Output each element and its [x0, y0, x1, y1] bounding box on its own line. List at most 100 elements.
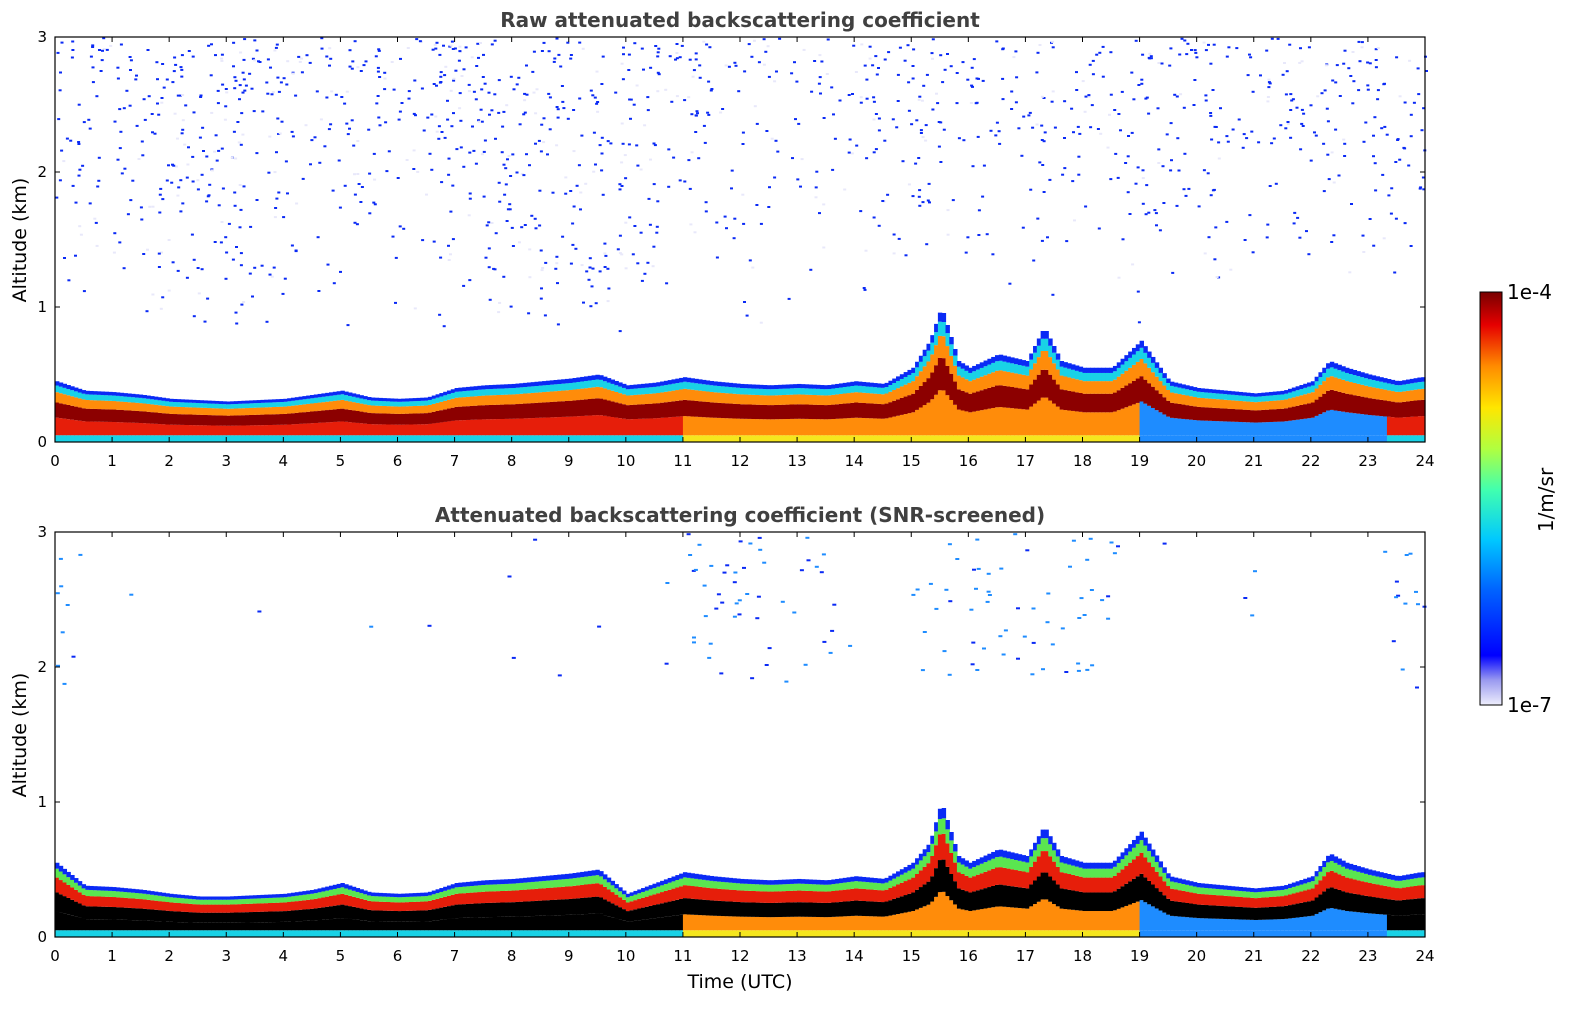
boundary-layer-cell — [77, 388, 83, 393]
noise-speckle — [120, 172, 124, 175]
boundary-layer-cell — [698, 879, 703, 887]
boundary-layer-cell — [526, 393, 532, 404]
boundary-layer-cell — [618, 919, 623, 931]
boundary-layer-cell — [987, 408, 992, 436]
boundary-layer-cell — [1074, 379, 1080, 393]
boundary-layer-cell — [568, 382, 574, 390]
boundary-layer-cell — [816, 891, 821, 903]
boundary-layer-cell — [629, 892, 635, 896]
boundary-layer-cell — [180, 911, 185, 923]
boundary-layer-cell — [979, 367, 985, 377]
noise-speckle — [471, 125, 474, 128]
noise-speckle — [709, 89, 713, 92]
boundary-layer-cell — [698, 383, 703, 391]
boundary-layer-cell — [81, 421, 87, 436]
boundary-layer-cell — [865, 382, 870, 387]
boundary-layer-cell — [1044, 397, 1049, 436]
boundary-layer-cell — [165, 398, 170, 402]
boundary-layer-cell — [1307, 435, 1312, 442]
boundary-layer-cell — [1158, 435, 1164, 442]
noise-speckle — [910, 123, 914, 126]
boundary-layer-cell — [389, 921, 395, 931]
boundary-layer-cell — [1112, 365, 1118, 372]
boundary-layer-cell — [108, 886, 113, 891]
noise-speckle — [1185, 53, 1189, 56]
boundary-layer-cell — [831, 884, 836, 891]
boundary-layer-cell — [294, 397, 300, 401]
boundary-layer-cell — [679, 914, 684, 931]
boundary-layer-cell — [62, 383, 68, 388]
noise-speckle — [1015, 76, 1019, 79]
boundary-layer-cell — [355, 919, 361, 931]
boundary-layer-cell — [325, 401, 330, 411]
boundary-layer-cell — [66, 395, 71, 405]
boundary-layer-cell — [1299, 385, 1304, 390]
noise-speckle — [982, 164, 986, 167]
boundary-layer-cell — [233, 922, 239, 931]
noise-speckle — [743, 301, 746, 303]
boundary-layer-cell — [930, 354, 935, 373]
noise-speckle — [1132, 98, 1136, 101]
boundary-layer-cell — [1337, 391, 1342, 412]
boundary-layer-cell — [762, 884, 768, 892]
boundary-layer-cell — [549, 875, 555, 881]
noise-speckle — [141, 154, 145, 157]
boundary-layer-cell — [1398, 380, 1403, 386]
boundary-layer-cell — [557, 435, 562, 442]
boundary-layer-cell — [138, 397, 144, 404]
boundary-layer-cell — [1078, 371, 1084, 381]
boundary-layer-cell — [138, 394, 144, 398]
boundary-layer-cell — [363, 396, 368, 400]
noise-speckle — [1130, 71, 1134, 74]
boundary-layer-cell — [778, 930, 783, 937]
boundary-layer-cell — [332, 930, 338, 937]
noise-speckle — [825, 73, 829, 75]
boundary-layer-cell — [618, 386, 623, 394]
noise-speckle — [925, 73, 929, 76]
boundary-layer-cell — [363, 399, 368, 405]
boundary-layer-cell — [1268, 400, 1274, 410]
boundary-layer-cell — [1109, 412, 1114, 436]
boundary-layer-cell — [264, 407, 269, 415]
boundary-layer-cell — [717, 881, 722, 889]
boundary-layer-cell — [633, 388, 638, 395]
noise-speckle — [1202, 41, 1206, 44]
boundary-layer-cell — [431, 909, 437, 921]
boundary-layer-cell — [1364, 397, 1369, 415]
noise-speckle — [1358, 60, 1362, 63]
boundary-layer-cell — [100, 896, 106, 907]
boundary-layer-cell — [785, 890, 791, 903]
boundary-layer-cell — [150, 909, 155, 921]
boundary-layer-cell — [675, 915, 680, 931]
boundary-layer-cell — [290, 397, 296, 401]
boundary-layer-cell — [306, 894, 311, 900]
boundary-layer-cell — [797, 902, 802, 917]
noise-speckle — [1141, 53, 1145, 56]
boundary-layer-cell — [679, 416, 684, 436]
boundary-layer-cell — [481, 389, 486, 396]
x-tick-label: 12 — [730, 452, 749, 470]
noise-speckle — [675, 43, 679, 45]
boundary-layer-cell — [861, 876, 867, 882]
boundary-layer-cell — [1208, 435, 1213, 442]
boundary-layer-cell — [108, 919, 113, 931]
boundary-layer-cell — [169, 897, 174, 903]
boundary-layer-cell — [172, 897, 178, 903]
boundary-layer-cell — [1166, 382, 1171, 390]
boundary-layer-cell — [340, 394, 345, 400]
boundary-layer-cell — [873, 383, 878, 388]
boundary-layer-cell — [138, 889, 144, 894]
boundary-layer-cell — [580, 376, 585, 382]
boundary-layer-cell — [1006, 356, 1011, 363]
boundary-layer-cell — [1063, 376, 1068, 391]
noise-speckle — [767, 206, 771, 208]
boundary-layer-cell — [732, 901, 737, 917]
noise-speckle — [1157, 162, 1161, 164]
boundary-layer-cell — [660, 402, 665, 418]
boundary-layer-cell — [1219, 399, 1224, 409]
boundary-layer-cell — [359, 898, 364, 909]
boundary-layer-cell — [279, 414, 284, 425]
boundary-layer-cell — [835, 890, 840, 903]
boundary-layer-cell — [420, 910, 425, 922]
boundary-layer-cell — [1116, 362, 1122, 368]
